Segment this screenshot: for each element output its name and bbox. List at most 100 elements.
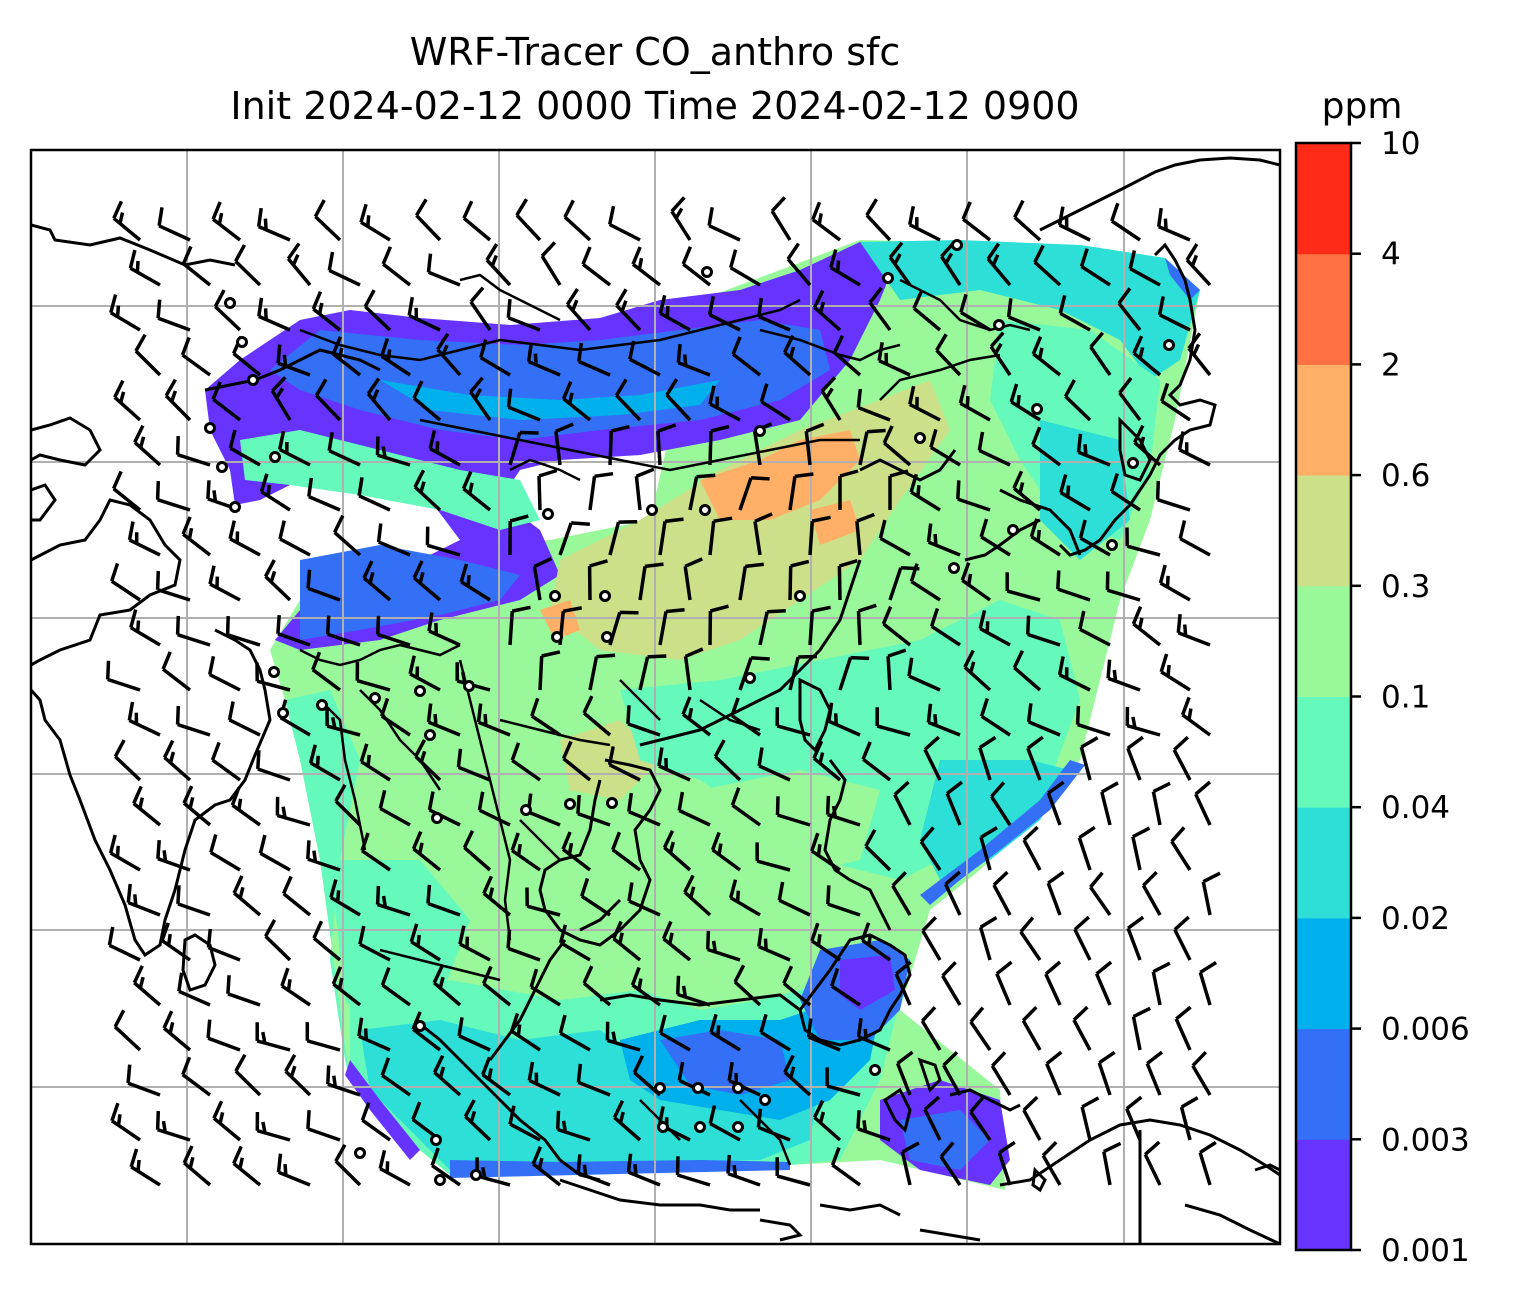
wind-barb	[919, 826, 942, 871]
wind-barb	[157, 207, 191, 242]
calm-marker	[520, 804, 532, 816]
wind-barb	[1172, 735, 1192, 781]
wind-barb	[462, 830, 492, 872]
wind-barb	[1026, 735, 1044, 781]
wind-barb	[110, 1102, 141, 1142]
wind-barb	[510, 1012, 541, 1052]
wind-barb	[912, 290, 942, 332]
wind-barb	[1177, 431, 1211, 467]
wind-barb	[990, 781, 1012, 826]
wind-barb	[207, 655, 241, 692]
wind-barb	[577, 342, 611, 377]
wind-barb	[407, 296, 441, 332]
wind-barb	[978, 916, 998, 961]
wind-barb	[525, 887, 561, 917]
wind-barb	[565, 287, 592, 332]
wind-barb	[812, 1099, 842, 1142]
wind-barb	[878, 519, 911, 557]
wind-barb	[576, 1154, 611, 1187]
wind-barb	[276, 344, 311, 377]
calm-marker	[914, 432, 926, 444]
wind-barb	[576, 1063, 611, 1097]
wind-barb	[731, 336, 762, 377]
calm-marker	[657, 1121, 669, 1133]
calm-marker	[247, 374, 259, 386]
wind-barb	[1158, 564, 1191, 602]
wind-barb	[1102, 1141, 1122, 1186]
wind-barb	[929, 607, 961, 647]
wind-barb	[175, 615, 211, 647]
wind-barb	[978, 735, 997, 781]
wind-barb	[175, 705, 211, 737]
wind-barb	[1151, 961, 1171, 1006]
field-mid-light	[700, 770, 880, 880]
wind-barb	[456, 748, 491, 782]
wind-barb	[508, 1105, 541, 1142]
wind-barb	[990, 1051, 1012, 1096]
wind-barb	[307, 477, 341, 512]
wind-barb	[1176, 614, 1211, 647]
wind-barb	[558, 521, 591, 556]
wind-barb	[1201, 871, 1221, 916]
wind-barb	[326, 1065, 361, 1097]
wind-barb	[929, 428, 961, 467]
wind-barb	[182, 1145, 212, 1187]
wind-barb	[757, 297, 791, 332]
wind-barb	[775, 707, 811, 737]
wind-barb	[729, 249, 761, 287]
calm-marker	[694, 1121, 706, 1133]
wind-barb	[969, 1096, 992, 1141]
wind-barb	[855, 512, 875, 556]
calm-marker	[759, 1094, 771, 1106]
wind-barb	[110, 562, 141, 602]
wind-barb	[1076, 433, 1111, 467]
wind-barb	[286, 242, 312, 287]
wind-barb	[211, 381, 242, 422]
wind-barb	[812, 740, 842, 782]
wind-barb	[907, 657, 941, 692]
field-north-band-inner	[270, 320, 830, 440]
wind-barb	[358, 925, 391, 962]
wind-barb	[886, 648, 907, 691]
wind-barb	[705, 930, 741, 962]
wind-barb	[1173, 915, 1192, 961]
field-ne-cyan	[860, 240, 1200, 380]
wind-barb	[105, 660, 141, 692]
wind-barb	[908, 385, 941, 422]
wind-barb	[426, 884, 461, 917]
wind-barb	[276, 614, 311, 647]
wind-barb	[670, 196, 692, 241]
wind-barb	[477, 791, 511, 827]
wind-barb	[826, 885, 861, 917]
wind-barb	[275, 796, 311, 827]
calm-marker	[236, 336, 248, 348]
wind-barb	[329, 879, 361, 917]
wind-barb	[1080, 1096, 1100, 1141]
wind-barb	[411, 830, 442, 872]
wind-barb	[161, 651, 192, 692]
wind-barb	[313, 199, 342, 242]
wind-barb	[112, 200, 142, 242]
wind-barb	[1057, 656, 1091, 692]
wind-barb	[376, 523, 411, 557]
wind-barb	[638, 562, 664, 601]
colorbar-tick-label: 0.1	[1381, 680, 1430, 716]
wind-barb	[788, 472, 814, 511]
wind-barb	[463, 1099, 492, 1142]
wind-barb	[160, 922, 191, 962]
calm-marker	[430, 1134, 442, 1146]
wind-barb	[1157, 296, 1191, 332]
wind-barb	[510, 832, 541, 872]
wind-barb	[457, 1017, 491, 1052]
wind-barb	[1105, 571, 1141, 602]
wind-barb	[156, 299, 191, 332]
wind-barb	[108, 834, 141, 872]
calm-marker	[542, 508, 554, 520]
wind-barb	[357, 477, 391, 512]
wind-barb	[469, 286, 492, 331]
wind-barb	[1131, 606, 1162, 647]
wind-barb	[331, 966, 362, 1007]
calm-marker	[551, 631, 563, 643]
wind-barb	[380, 337, 411, 377]
calm-marker	[434, 1174, 446, 1186]
